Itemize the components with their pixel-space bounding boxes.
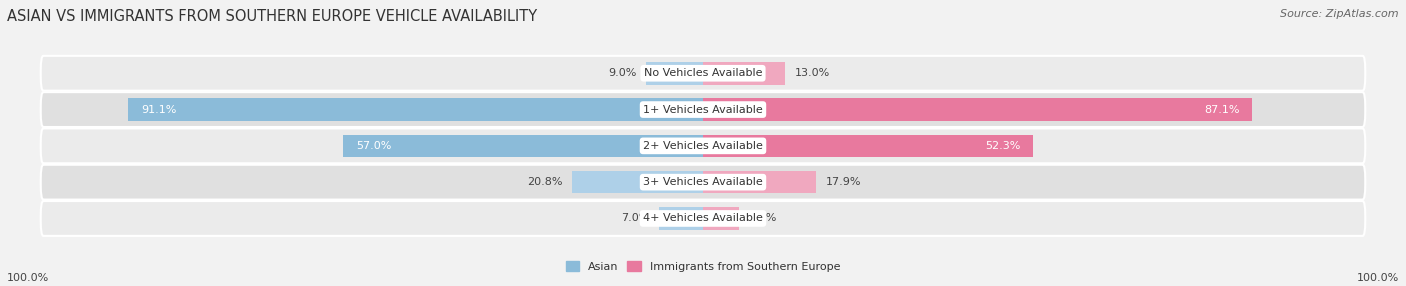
Text: 20.8%: 20.8% xyxy=(527,177,562,187)
Text: 100.0%: 100.0% xyxy=(7,273,49,283)
FancyBboxPatch shape xyxy=(41,128,1365,163)
Bar xyxy=(128,98,703,121)
Bar xyxy=(659,207,703,230)
Text: 13.0%: 13.0% xyxy=(794,68,830,78)
Text: 87.1%: 87.1% xyxy=(1205,105,1240,115)
Text: 17.9%: 17.9% xyxy=(825,177,860,187)
Text: ASIAN VS IMMIGRANTS FROM SOUTHERN EUROPE VEHICLE AVAILABILITY: ASIAN VS IMMIGRANTS FROM SOUTHERN EUROPE… xyxy=(7,9,537,23)
Bar xyxy=(703,135,1033,157)
Bar xyxy=(343,135,703,157)
Text: 9.0%: 9.0% xyxy=(609,68,637,78)
Bar xyxy=(703,62,785,85)
Text: 5.7%: 5.7% xyxy=(748,213,776,223)
Bar xyxy=(703,207,740,230)
Text: No Vehicles Available: No Vehicles Available xyxy=(644,68,762,78)
FancyBboxPatch shape xyxy=(41,201,1365,236)
Bar xyxy=(572,171,703,193)
Text: 1+ Vehicles Available: 1+ Vehicles Available xyxy=(643,105,763,115)
Bar xyxy=(703,171,815,193)
FancyBboxPatch shape xyxy=(41,165,1365,200)
Text: 52.3%: 52.3% xyxy=(984,141,1021,151)
Text: 7.0%: 7.0% xyxy=(621,213,650,223)
Text: 3+ Vehicles Available: 3+ Vehicles Available xyxy=(643,177,763,187)
Bar xyxy=(647,62,703,85)
Legend: Asian, Immigrants from Southern Europe: Asian, Immigrants from Southern Europe xyxy=(561,257,845,276)
Text: 57.0%: 57.0% xyxy=(356,141,391,151)
Text: 91.1%: 91.1% xyxy=(141,105,176,115)
Text: 2+ Vehicles Available: 2+ Vehicles Available xyxy=(643,141,763,151)
FancyBboxPatch shape xyxy=(41,92,1365,127)
Bar xyxy=(703,98,1253,121)
FancyBboxPatch shape xyxy=(41,56,1365,91)
Text: Source: ZipAtlas.com: Source: ZipAtlas.com xyxy=(1281,9,1399,19)
Text: 4+ Vehicles Available: 4+ Vehicles Available xyxy=(643,213,763,223)
Text: 100.0%: 100.0% xyxy=(1357,273,1399,283)
